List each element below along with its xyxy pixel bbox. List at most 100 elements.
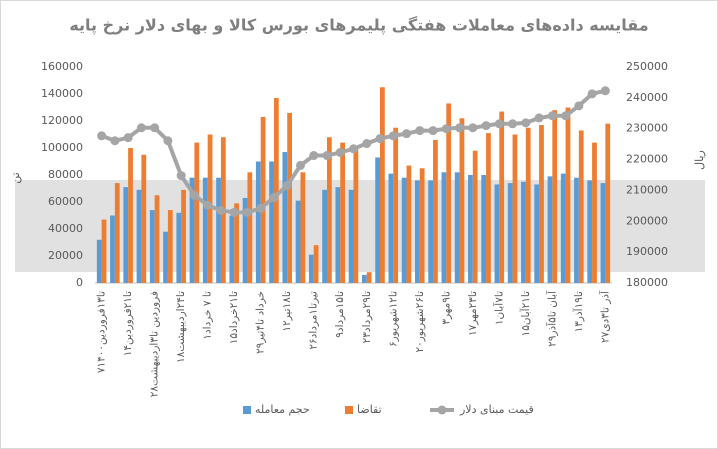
bar xyxy=(154,195,160,283)
line-point xyxy=(494,119,504,129)
x-tick-label: ۳تا۹مهر xyxy=(440,291,452,325)
chart-title: مقایسه داده‌های معاملات هفتگی پلیمرهای ب… xyxy=(69,16,648,36)
line-point xyxy=(256,203,266,213)
line-point xyxy=(574,101,584,111)
y-tick-label: 20000 xyxy=(48,249,83,262)
line-point xyxy=(150,123,160,133)
line-point xyxy=(441,124,451,134)
bar xyxy=(167,210,173,283)
x-tick-label: ۱۲تا۱۸تیر xyxy=(281,291,293,332)
bar xyxy=(486,133,491,283)
line-point xyxy=(269,193,279,203)
line-point xyxy=(600,86,610,96)
bar xyxy=(96,239,102,283)
bar xyxy=(136,189,142,283)
x-tick-label: ۱۴تا۲۱فروردین xyxy=(122,291,134,356)
bar xyxy=(415,180,420,283)
bar xyxy=(428,180,434,283)
line-point xyxy=(521,118,531,128)
y-axis-title: تن xyxy=(9,172,22,183)
bar xyxy=(419,168,425,283)
legend-marker xyxy=(243,406,251,414)
y-tick-label: 160000 xyxy=(41,60,83,73)
bar xyxy=(380,87,385,283)
bar xyxy=(534,184,540,283)
line-point xyxy=(547,111,557,121)
bar xyxy=(459,118,465,283)
x-tick-label: ۱تا ۷ خرداد xyxy=(202,291,214,340)
legend-label: حجم معامله xyxy=(255,403,310,416)
line-point xyxy=(455,123,465,133)
y2-tick-label: 220000 xyxy=(626,153,668,166)
y2-tick-label: 190000 xyxy=(626,245,668,258)
line-point xyxy=(375,134,385,144)
y2-tick-label: 210000 xyxy=(626,183,668,196)
bar xyxy=(600,183,606,283)
bar xyxy=(468,175,473,283)
y-tick-label: 100000 xyxy=(41,141,83,154)
x-tick-label: ۱۵تا۲۱آبان xyxy=(519,291,532,337)
bar xyxy=(216,177,221,283)
x-tick-label: ۱۳تا۱۹آذر xyxy=(572,291,585,332)
line-point xyxy=(415,126,425,136)
bar xyxy=(255,161,261,283)
bar xyxy=(234,203,239,283)
bar xyxy=(114,183,120,283)
bar xyxy=(163,231,168,283)
bar xyxy=(176,212,182,283)
bar xyxy=(361,274,367,283)
y-tick-label: 40000 xyxy=(48,222,83,235)
bar xyxy=(101,219,107,283)
bar xyxy=(242,197,248,283)
line-point xyxy=(322,151,332,161)
bar xyxy=(433,139,438,283)
bar xyxy=(123,187,129,283)
bar xyxy=(547,176,553,283)
x-tick-label: ۲۳تا۲۹مرداد xyxy=(361,291,373,343)
line-point xyxy=(508,119,518,129)
line-point xyxy=(229,207,239,217)
bar xyxy=(441,172,447,283)
bar xyxy=(512,134,518,283)
bar xyxy=(388,173,394,283)
bar xyxy=(552,110,558,283)
x-tick-label: ۲۹آبان تا۵آذر xyxy=(545,290,558,347)
x-tick-label: ۱۵تا۲۱خرداد xyxy=(228,291,240,344)
bar xyxy=(446,103,452,283)
y2-tick-label: 180000 xyxy=(626,276,668,289)
bar xyxy=(110,215,115,283)
line-point xyxy=(110,136,120,146)
bar xyxy=(401,177,407,283)
bar xyxy=(189,177,195,283)
bar xyxy=(308,254,314,283)
line-point xyxy=(282,180,292,190)
line-point xyxy=(163,136,173,146)
bar xyxy=(454,172,460,283)
legend-marker xyxy=(437,405,447,415)
line-point xyxy=(468,123,478,133)
x-tick-label: ۲۸فروردین تا۳اردیبهشت xyxy=(149,291,161,397)
bar xyxy=(587,180,593,283)
line-point xyxy=(534,113,544,123)
line-point xyxy=(587,89,597,99)
bar xyxy=(406,165,412,283)
line-point xyxy=(203,200,213,210)
bar xyxy=(247,172,253,283)
line-point xyxy=(402,129,412,139)
bar xyxy=(565,107,571,283)
bar xyxy=(539,125,544,283)
line-point xyxy=(349,144,358,154)
y2-axis-title: ریال xyxy=(693,150,706,170)
y-tick-label: 0 xyxy=(76,276,83,289)
bar xyxy=(578,130,584,283)
line-point xyxy=(428,126,438,136)
y-tick-label: 60000 xyxy=(48,195,83,208)
line-point xyxy=(176,171,186,181)
y-tick-label: 120000 xyxy=(41,114,83,127)
bar xyxy=(149,210,155,283)
y2-tick-label: 230000 xyxy=(626,122,668,135)
bar xyxy=(322,189,327,283)
legend-marker xyxy=(345,406,353,414)
line-point xyxy=(335,147,345,157)
